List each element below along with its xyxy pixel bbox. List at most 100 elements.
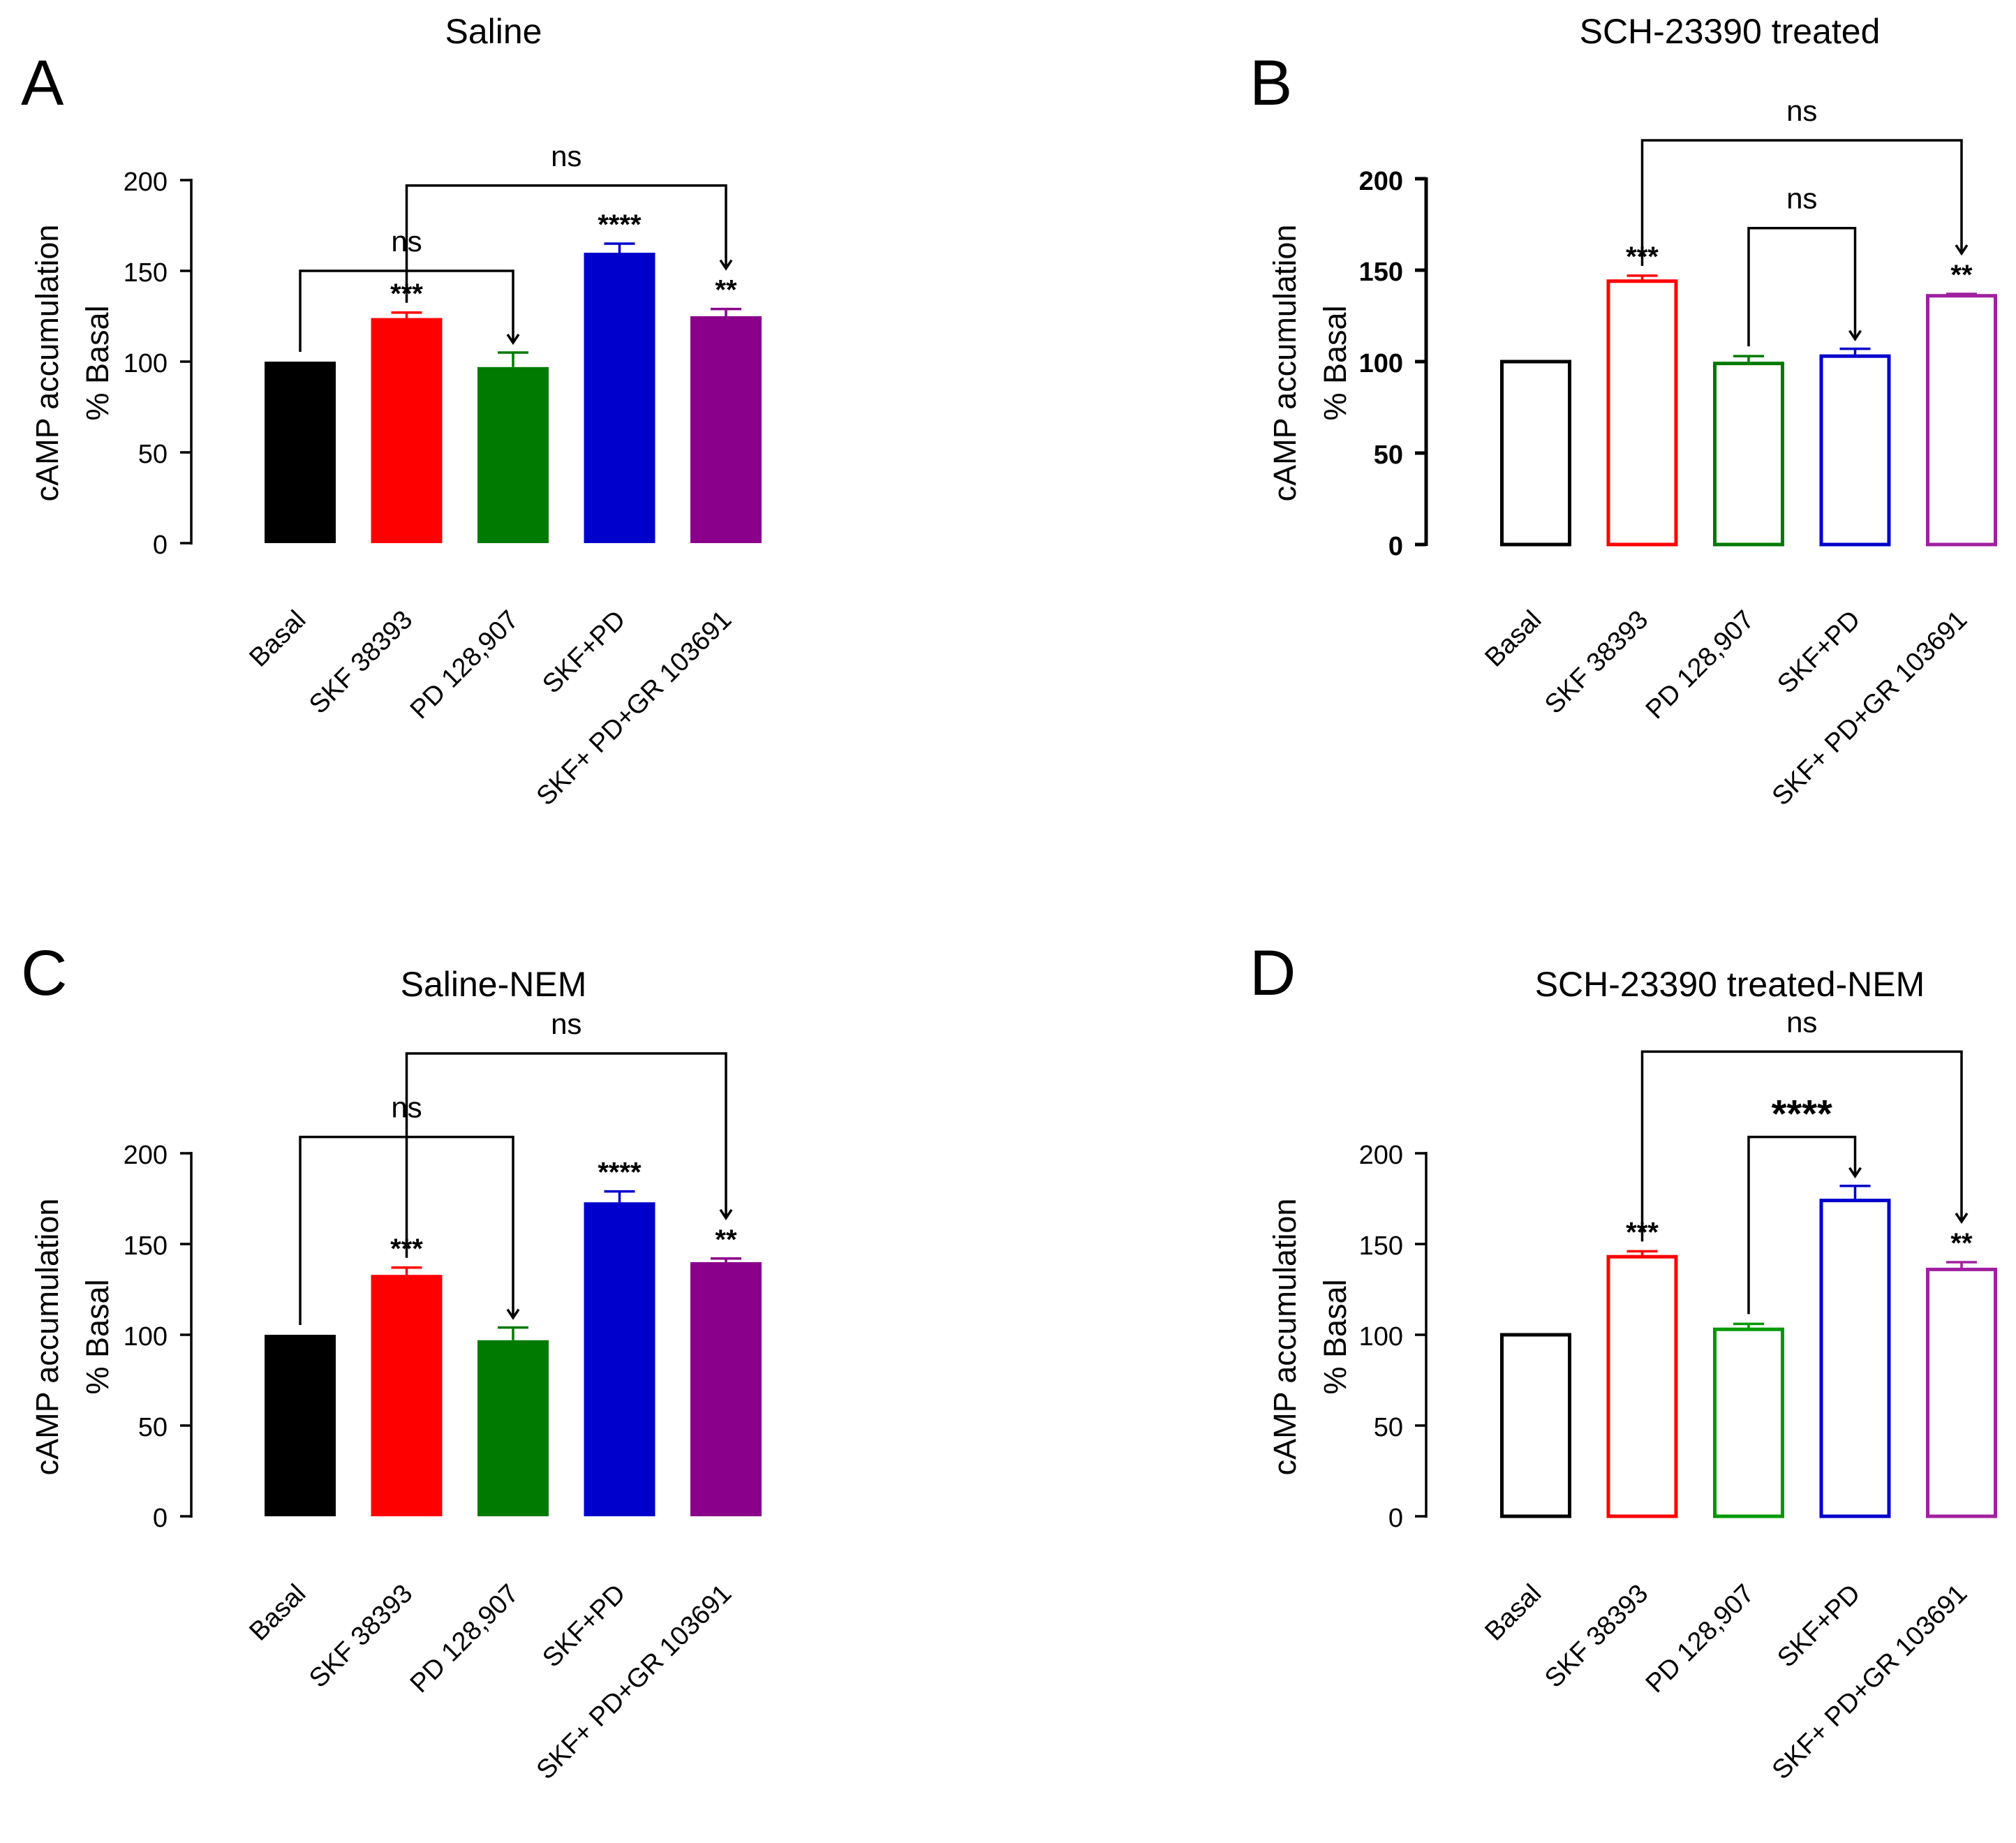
x-category-label: SKF+ PD+GR 103691 [1767, 605, 1973, 812]
bar [1713, 1327, 1784, 1518]
comparison-label: **** [1772, 1092, 1832, 1136]
y-tick-label: 200 [124, 1141, 168, 1170]
bar [1819, 354, 1891, 547]
x-category-label: Basal [244, 605, 311, 673]
x-category-label: SKF+ PD+GR 103691 [531, 1579, 738, 1786]
bar [477, 1340, 549, 1516]
panel-b: B SCH-23390 treated cAMP accumulation % … [1250, 12, 1997, 812]
bar [690, 1262, 762, 1516]
panel-c: C Saline-NEM cAMP accumulation % Basal 0… [21, 938, 762, 1785]
bar [584, 1202, 655, 1516]
x-category-label: SKF+PD [537, 605, 631, 700]
y-tick-label: 50 [138, 440, 168, 469]
chart-title: Saline-NEM [401, 965, 587, 1004]
panel-letter: A [21, 47, 64, 119]
x-category-label: PD 128,907 [405, 605, 525, 725]
bar [1819, 1199, 1891, 1518]
comparison-arrowhead [506, 334, 520, 346]
chart-title: SCH-23390 treated-NEM [1535, 965, 1925, 1004]
panel-a: A Saline cAMP accumulation % Basal 0 50 … [21, 12, 762, 811]
x-category-label: SKF+PD [1772, 605, 1866, 700]
bar [1926, 1267, 1997, 1518]
x-category-label: Basal [244, 1579, 311, 1647]
y-axis-label-line1: cAMP accumulation [29, 225, 65, 502]
x-category-label: Basal [1479, 605, 1547, 673]
x-category-label: SKF 38393 [1539, 1579, 1654, 1694]
bar [371, 1275, 443, 1516]
significance-label: ** [715, 275, 737, 306]
y-tick-label: 200 [1359, 167, 1403, 196]
y-tick-label: 50 [138, 1413, 168, 1442]
comparison-bracket [1640, 139, 1963, 266]
y-axis-label-line2: % Basal [1317, 305, 1353, 420]
y-axis-label-line2: % Basal [80, 305, 115, 420]
y-axis-label: cAMP accumulation % Basal [1267, 1199, 1353, 1476]
comparison-arrowhead [1848, 1167, 1862, 1178]
y-tick-label: 150 [1359, 1231, 1403, 1261]
comparison-arrowhead [719, 259, 733, 271]
y-tick-label: 0 [1388, 532, 1403, 561]
x-category-label: SKF+ PD+GR 103691 [531, 605, 738, 812]
comparison-label: ns [1786, 94, 1817, 127]
bar [1500, 1333, 1571, 1518]
x-category-label: SKF 38393 [1539, 605, 1654, 720]
x-category-label: SKF+PD [537, 1579, 631, 1673]
y-tick-label: 100 [1359, 349, 1403, 378]
y-tick-label: 100 [124, 349, 168, 378]
bar [1500, 360, 1571, 547]
bar [1606, 1254, 1678, 1518]
comparison-label: ns [1786, 1005, 1817, 1038]
x-category-label: PD 128,907 [1640, 605, 1761, 725]
chart-title: SCH-23390 treated [1580, 12, 1881, 51]
y-axis-label-line1: cAMP accumulation [1267, 1199, 1303, 1476]
bar [1606, 279, 1678, 547]
x-category-label: PD 128,907 [405, 1579, 525, 1699]
y-axis-label-line1: cAMP accumulation [1267, 225, 1303, 502]
significance-label: **** [598, 1157, 642, 1188]
y-axis-label: cAMP accumulation % Basal [1267, 225, 1353, 502]
bar [265, 362, 336, 543]
bar [371, 318, 443, 543]
comparison-arrowhead [1955, 244, 1969, 256]
panel-letter: C [21, 938, 67, 1009]
panel-letter: B [1250, 47, 1292, 119]
panel-d: D SCH-23390 treated-NEM cAMP accumulatio… [1250, 938, 1997, 1786]
comparison-label: ns [551, 140, 581, 172]
x-category-label: SKF+PD [1772, 1579, 1866, 1673]
bar [477, 367, 549, 543]
bar [690, 316, 762, 543]
x-category-label: SKF 38393 [304, 605, 418, 720]
y-axis-label-line2: % Basal [80, 1279, 115, 1394]
comparison-arrowhead [506, 1308, 520, 1320]
comparison-label: ns [551, 1007, 581, 1040]
x-category-label: SKF 38393 [304, 1579, 418, 1694]
y-tick-label: 150 [124, 258, 168, 288]
y-axis-label-line2: % Basal [1317, 1279, 1353, 1394]
bar [1713, 362, 1784, 547]
comparison-bracket [1747, 226, 1857, 347]
significance-label: ** [715, 1224, 737, 1255]
bar [584, 253, 655, 543]
y-tick-label: 200 [124, 168, 168, 197]
significance-label: ** [1950, 260, 1973, 290]
y-tick-label: 150 [124, 1231, 168, 1261]
y-axis-label: cAMP accumulation % Basal [29, 1199, 115, 1476]
bar [1926, 294, 1997, 547]
y-tick-label: 100 [1359, 1322, 1403, 1352]
panel-letter: D [1250, 938, 1296, 1009]
comparison-arrowhead [1848, 330, 1862, 341]
x-category-label: Basal [1479, 1579, 1547, 1647]
comparison-bracket [405, 1052, 727, 1258]
x-category-label: SKF+ PD+GR 103691 [1767, 1579, 1973, 1786]
comparison-label: ns [1786, 182, 1817, 215]
bar [265, 1335, 336, 1516]
y-tick-label: 0 [1388, 1504, 1403, 1533]
y-tick-label: 0 [153, 1504, 168, 1533]
y-tick-label: 50 [1374, 1413, 1403, 1442]
y-tick-label: 0 [153, 531, 168, 560]
y-tick-label: 200 [1359, 1141, 1403, 1170]
y-axis-label-line1: cAMP accumulation [29, 1199, 65, 1476]
comparison-bracket [1640, 1050, 1963, 1242]
y-axis-label: cAMP accumulation % Basal [29, 225, 115, 502]
